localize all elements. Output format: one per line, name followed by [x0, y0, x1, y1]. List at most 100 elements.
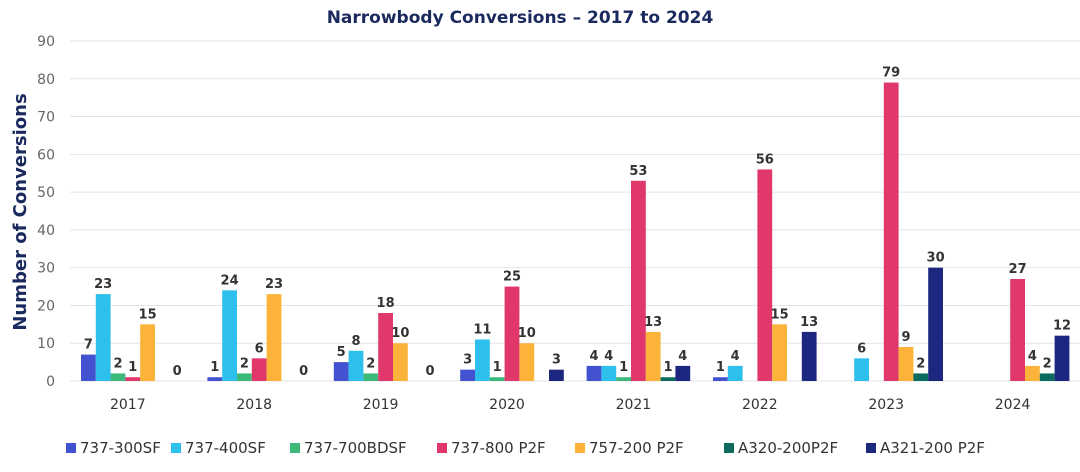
bar — [489, 377, 505, 381]
data-label: 4 — [604, 349, 613, 364]
bar — [504, 286, 520, 381]
bar — [616, 377, 631, 381]
y-axis-ticks: 0 10 20 30 40 50 60 70 80 90 — [37, 34, 55, 390]
bar — [645, 331, 661, 381]
legend-entry: A320-200P2F — [738, 439, 838, 457]
data-label: 79 — [882, 66, 900, 81]
data-label: 6 — [857, 341, 866, 356]
bar — [1025, 365, 1040, 381]
y-tick-label: 50 — [37, 185, 55, 201]
data-label: 15 — [771, 307, 789, 322]
legend: 737-300SF 737-400SF 737-700BDSF 737-800 P2F… — [66, 439, 985, 457]
data-label: 15 — [139, 307, 157, 322]
bar — [660, 377, 676, 381]
x-tick-label: 2018 — [236, 397, 272, 413]
data-label: 11 — [473, 322, 491, 337]
data-label: 4 — [1028, 349, 1037, 364]
y-tick-label: 30 — [37, 261, 55, 277]
y-tick-label: 80 — [37, 72, 55, 88]
bar — [222, 290, 237, 381]
data-label: 3 — [463, 353, 472, 368]
data-label: 53 — [629, 164, 647, 179]
legend-entry: 737-300SF — [80, 439, 161, 457]
bar — [519, 343, 535, 381]
data-label: 24 — [221, 273, 239, 288]
data-label: 18 — [377, 296, 395, 311]
data-label: 2 — [240, 356, 249, 371]
data-label: 12 — [1053, 319, 1071, 334]
bar — [125, 377, 141, 381]
bar — [854, 358, 869, 381]
y-tick-label: 20 — [37, 298, 55, 314]
data-label: 13 — [800, 315, 818, 330]
data-label: 23 — [265, 277, 283, 292]
data-label: 4 — [731, 349, 740, 364]
x-tick-label: 2020 — [489, 397, 525, 413]
x-tick-label: 2017 — [110, 397, 146, 413]
bar — [460, 369, 475, 381]
data-label: 1 — [210, 360, 219, 375]
legend-swatch — [290, 443, 300, 453]
bar — [757, 169, 773, 381]
chart-title: Narrowbody Conversions – 2017 to 2024 — [327, 8, 714, 28]
data-label: 56 — [756, 152, 774, 167]
x-tick-label: 2019 — [363, 397, 399, 413]
bar — [727, 365, 743, 381]
legend-entry: A321-200 P2F — [880, 439, 985, 457]
bar — [251, 358, 267, 381]
x-tick-label: 2021 — [616, 397, 652, 413]
legend-entry: 737-400SF — [185, 439, 266, 457]
y-tick-label: 0 — [46, 374, 55, 390]
data-label: 25 — [503, 270, 521, 285]
bar — [95, 294, 111, 381]
legend-entry: 737-700BDSF — [304, 439, 407, 457]
data-label: 23 — [94, 277, 112, 292]
bar — [675, 365, 691, 381]
bar — [772, 324, 787, 381]
data-label: 1 — [619, 360, 628, 375]
bar — [110, 373, 126, 381]
x-tick-label: 2024 — [995, 397, 1031, 413]
data-label: 0 — [173, 364, 182, 379]
y-axis-label: Number of Conversions — [10, 93, 31, 330]
bar — [1010, 279, 1025, 381]
x-axis-ticks: 2017 2018 2019 2020 2021 2022 2023 2024 — [110, 397, 1031, 413]
bar — [237, 373, 252, 381]
legend-swatch — [437, 443, 447, 453]
bar — [1054, 335, 1070, 381]
bar — [1039, 373, 1055, 381]
bar — [913, 373, 929, 381]
y-tick-label: 40 — [37, 223, 55, 239]
data-label: 1 — [128, 360, 137, 375]
data-label: 1 — [663, 360, 672, 375]
data-label: 5 — [337, 345, 346, 360]
bar — [883, 82, 899, 382]
x-tick-label: 2022 — [742, 397, 778, 413]
data-label: 13 — [644, 315, 662, 330]
data-label: 2 — [1043, 356, 1052, 371]
data-label: 6 — [255, 341, 264, 356]
bar — [333, 362, 349, 381]
data-label: 30 — [927, 251, 945, 266]
y-tick-label: 90 — [37, 34, 55, 50]
legend-entry: 757-200 P2F — [589, 439, 684, 457]
bar — [348, 350, 364, 381]
y-tick-label: 60 — [37, 147, 55, 163]
bar — [586, 365, 602, 381]
gridlines — [70, 40, 1080, 382]
bar — [140, 324, 155, 381]
legend-swatch — [724, 443, 734, 453]
data-label: 9 — [901, 330, 910, 345]
y-tick-label: 70 — [37, 110, 55, 126]
data-label: 7 — [84, 338, 93, 353]
bar — [601, 365, 617, 381]
data-label: 2 — [366, 356, 375, 371]
data-label: 3 — [552, 353, 561, 368]
bar — [363, 373, 379, 381]
legend-swatch — [575, 443, 585, 453]
data-label: 10 — [518, 326, 536, 341]
data-label: 0 — [425, 364, 434, 379]
bar — [801, 331, 817, 381]
data-label: 2 — [916, 356, 925, 371]
